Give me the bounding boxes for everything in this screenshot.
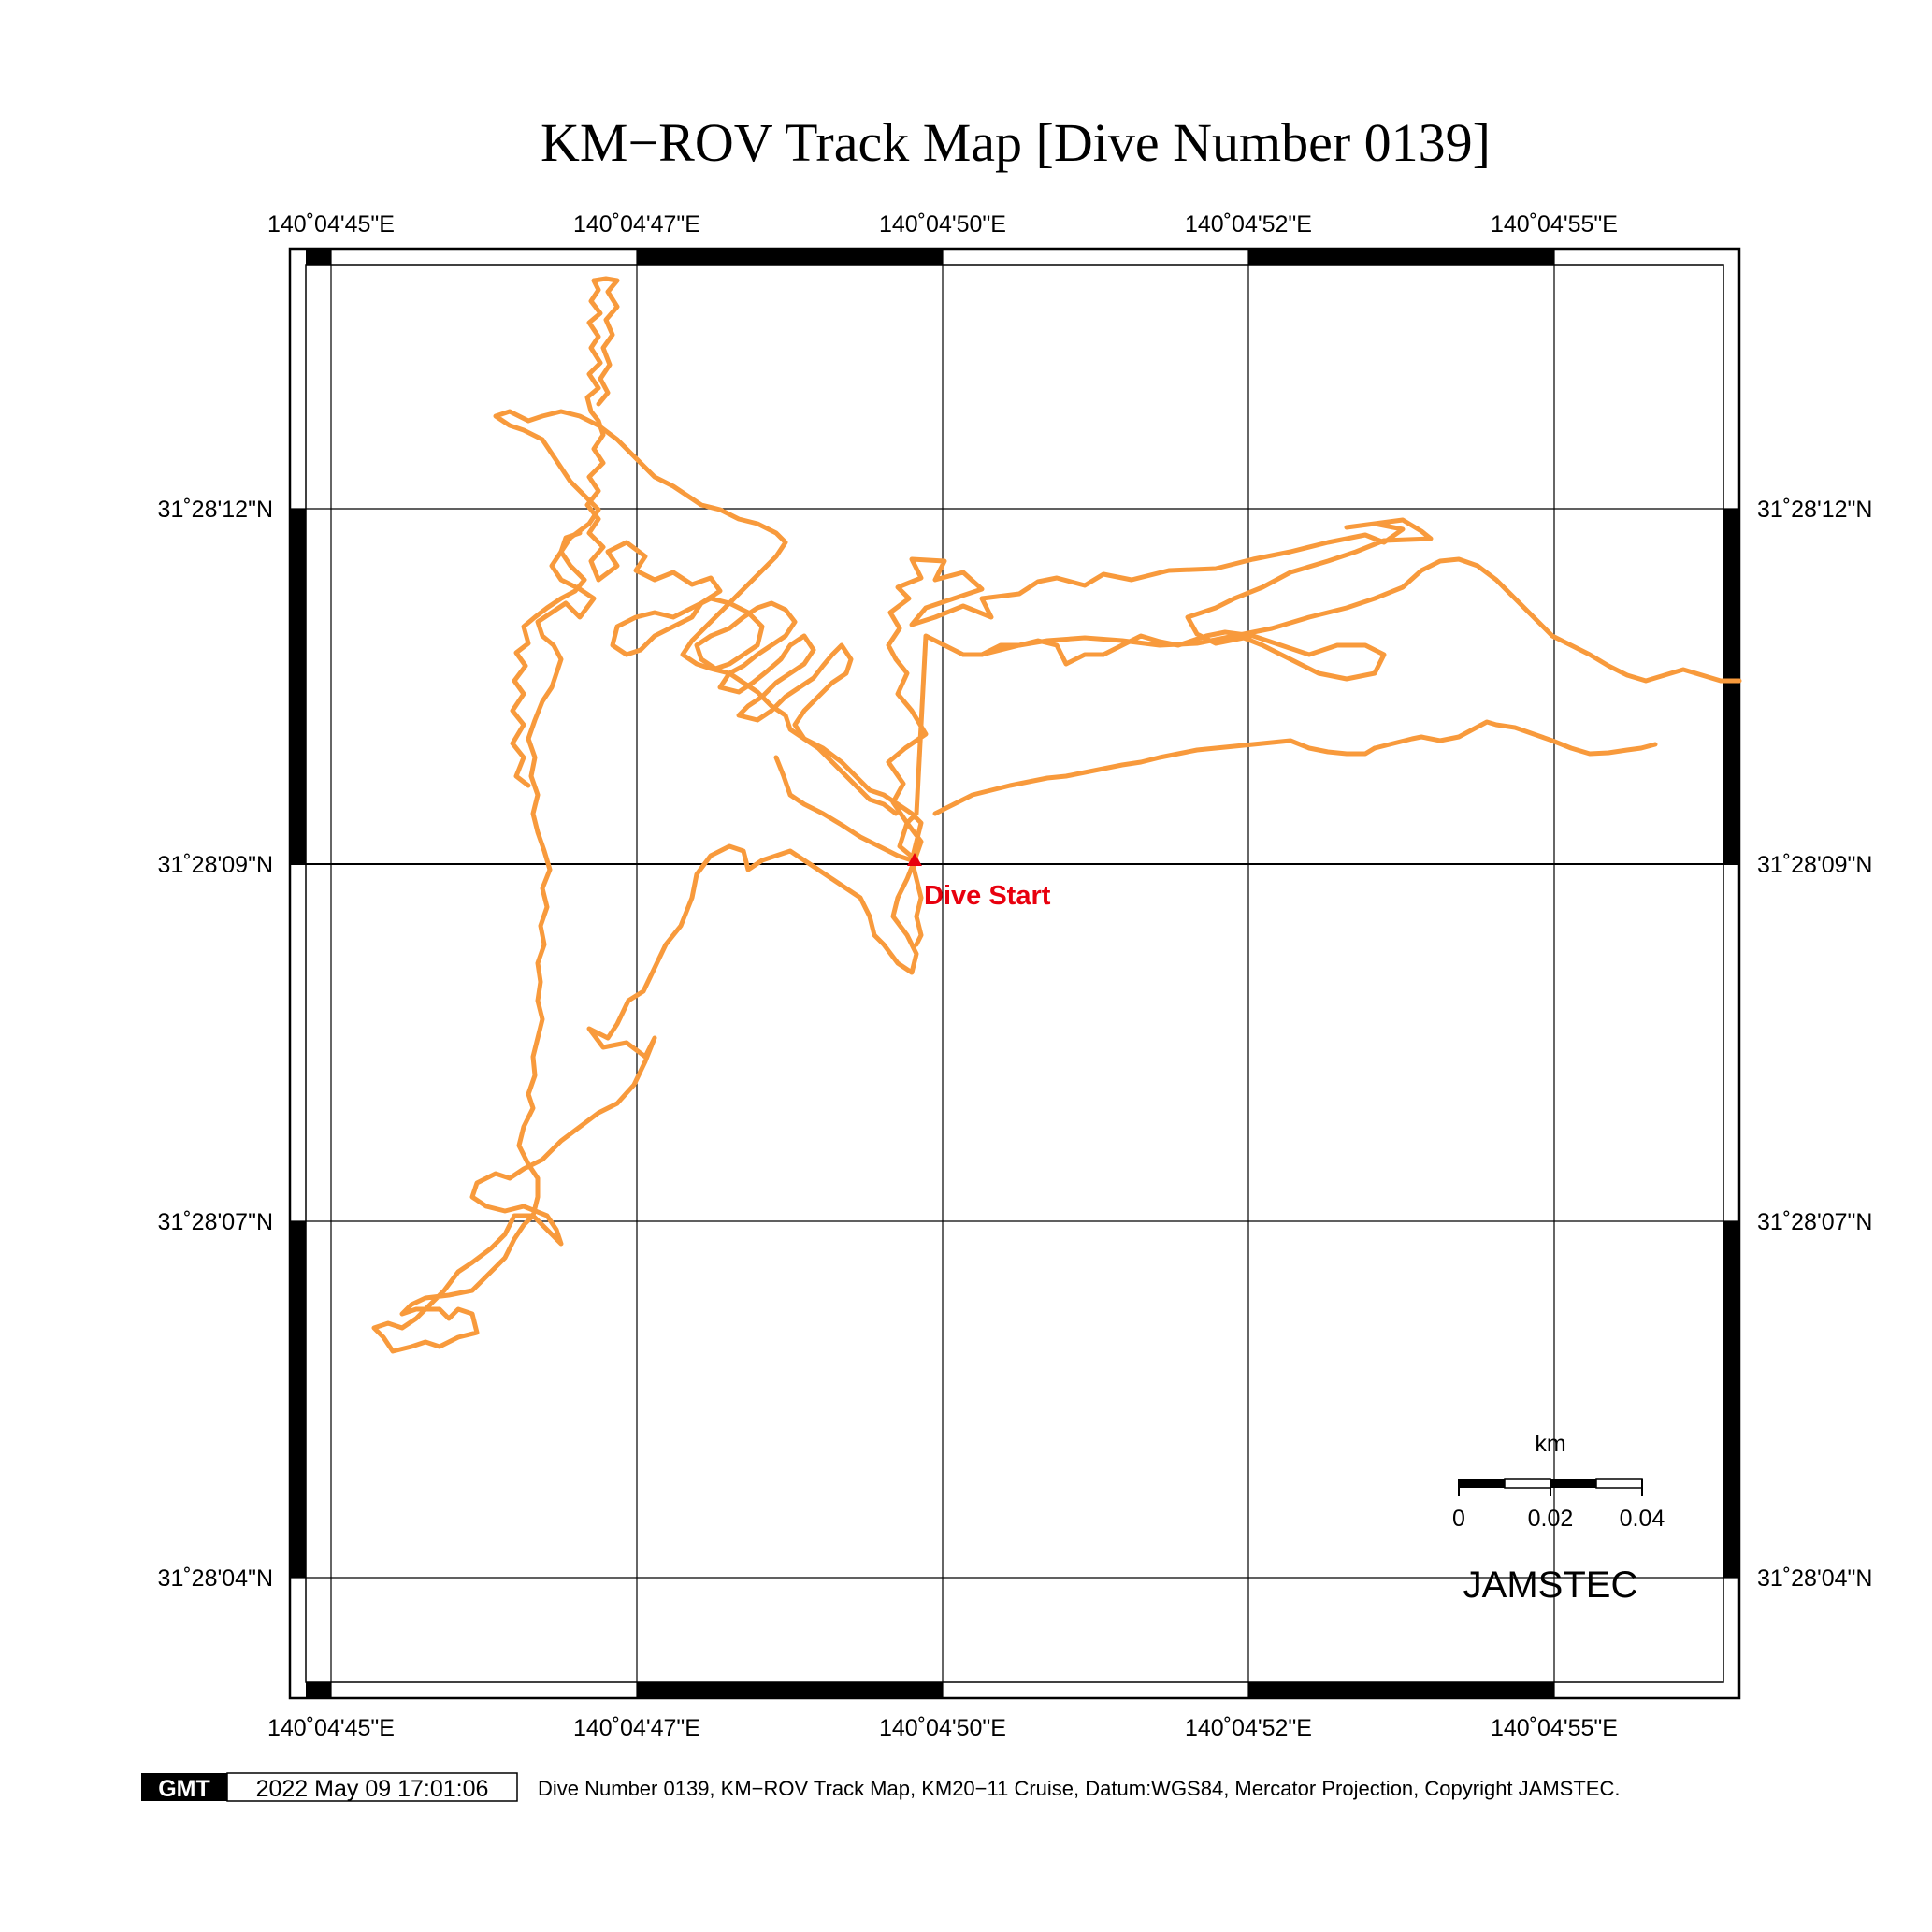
map-title: KM−ROV Track Map [Dive Number 0139] bbox=[541, 112, 1491, 173]
frame-right-black-1 bbox=[1723, 509, 1739, 864]
rov-track bbox=[371, 276, 1742, 1354]
track-segment-west bbox=[371, 409, 1434, 1354]
scale-bar-label: 0 bbox=[1452, 1506, 1465, 1532]
lon-label: 140˚04'50"E bbox=[879, 211, 1006, 238]
frame-bottom-black-1 bbox=[306, 1682, 331, 1698]
lon-label: 140˚04'47"E bbox=[573, 211, 700, 238]
dive-start-marker bbox=[907, 853, 922, 866]
lon-label: 140˚04'52"E bbox=[1185, 1715, 1312, 1741]
map-area bbox=[290, 249, 1739, 1698]
lat-label: 31˚28'04"N bbox=[158, 1565, 273, 1592]
lat-label: 31˚28'12"N bbox=[158, 497, 273, 523]
scale-bar-seg-4 bbox=[1595, 1478, 1643, 1489]
lon-labels-bottom: 140˚04'45"E 140˚04'47"E 140˚04'50"E 140˚… bbox=[267, 1715, 1618, 1741]
lon-labels-top: 140˚04'45"E 140˚04'47"E 140˚04'50"E 140˚… bbox=[267, 211, 1618, 238]
lat-labels-right: 31˚28'12"N 31˚28'09"N 31˚28'07"N 31˚28'0… bbox=[1757, 497, 1872, 1592]
lat-label: 31˚28'04"N bbox=[1757, 1565, 1872, 1592]
track-segment-north-spur bbox=[584, 276, 620, 583]
timestamp: 2022 May 09 17:01:06 bbox=[256, 1776, 489, 1802]
frame-right-black-2 bbox=[1723, 1221, 1739, 1578]
lat-label: 31˚28'12"N bbox=[1757, 497, 1872, 523]
frame-left-black-2 bbox=[290, 1221, 306, 1578]
frame-top-black-2 bbox=[637, 249, 943, 265]
frame-bottom-black-2 bbox=[637, 1682, 943, 1698]
scale-bar-seg-1 bbox=[1459, 1479, 1505, 1488]
timestamp-box bbox=[226, 1772, 518, 1802]
frame-inner bbox=[305, 264, 1724, 1683]
caption: Dive Number 0139, KM−ROV Track Map, KM20… bbox=[538, 1777, 1620, 1800]
track-segment-east-outbound bbox=[1372, 719, 1658, 757]
track-segment-northwest bbox=[596, 540, 899, 816]
footer: GMT 2022 May 09 17:01:06 Dive Number 013… bbox=[141, 1772, 1620, 1802]
lon-label: 140˚04'52"E bbox=[1185, 211, 1312, 238]
scale-bar-seg-3 bbox=[1550, 1479, 1596, 1488]
frame-top-black-1 bbox=[306, 249, 331, 265]
scale-bar-label: 0.02 bbox=[1528, 1506, 1574, 1532]
frame-outer bbox=[288, 247, 1741, 1700]
lon-label: 140˚04'50"E bbox=[879, 1715, 1006, 1741]
lon-label: 140˚04'55"E bbox=[1491, 211, 1618, 238]
frame-bottom-black-3 bbox=[1248, 1682, 1554, 1698]
lat-labels-left: 31˚28'12"N 31˚28'09"N 31˚28'07"N 31˚28'0… bbox=[158, 497, 273, 1592]
frame-left-black-1 bbox=[290, 509, 306, 864]
track-segment-transit bbox=[773, 755, 915, 863]
scale-bar-unit: km bbox=[1535, 1431, 1565, 1457]
track-segment-west-spur bbox=[510, 530, 587, 788]
scale-bar-label: 0.04 bbox=[1620, 1506, 1665, 1532]
lat-label: 31˚28'09"N bbox=[1757, 852, 1872, 878]
organization-label: JAMSTEC bbox=[1463, 1564, 1638, 1606]
track-segment-east bbox=[979, 556, 1742, 684]
gmt-logo bbox=[141, 1773, 227, 1801]
graticule bbox=[290, 249, 1739, 1698]
scale-bar-seg-2 bbox=[1504, 1478, 1551, 1489]
map-frame bbox=[288, 247, 1741, 1700]
lon-label: 140˚04'45"E bbox=[267, 1715, 395, 1741]
lat-label: 31˚28'09"N bbox=[158, 852, 273, 878]
frame-top-black-3 bbox=[1248, 249, 1554, 265]
lat-label: 31˚28'07"N bbox=[1757, 1209, 1872, 1235]
dive-start-label: Dive Start bbox=[924, 881, 1051, 911]
lat-label: 31˚28'07"N bbox=[158, 1209, 273, 1235]
gmt-logo-text: GMT bbox=[158, 1776, 210, 1802]
lon-label: 140˚04'47"E bbox=[573, 1715, 700, 1741]
lon-label: 140˚04'55"E bbox=[1491, 1715, 1618, 1741]
scale-bar: km 0 0.02 0.04 bbox=[1452, 1431, 1665, 1532]
track-segment-east-return bbox=[932, 738, 1377, 816]
lon-label: 140˚04'45"E bbox=[267, 211, 395, 238]
